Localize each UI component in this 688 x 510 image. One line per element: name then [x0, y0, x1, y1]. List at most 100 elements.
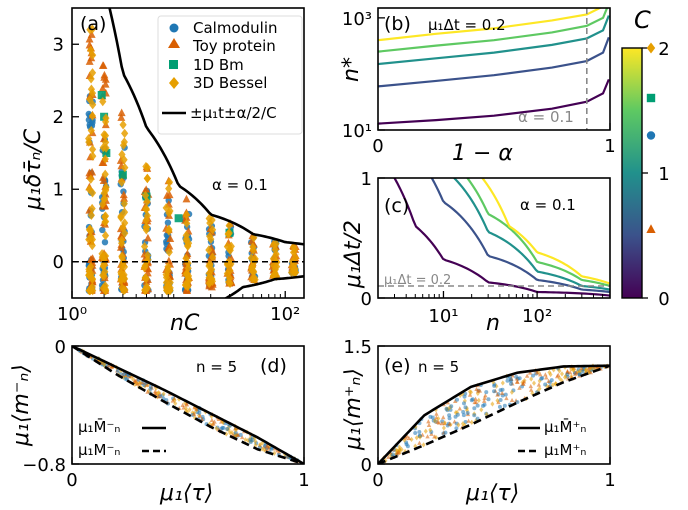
panel-e-point [475, 403, 480, 408]
point-3d-bessel [141, 273, 149, 283]
point-3d-bessel [118, 177, 126, 187]
panel-e-point [386, 454, 391, 459]
panel-e-point [453, 398, 458, 403]
point-3d-bessel [101, 154, 109, 164]
point-3d-bessel [162, 203, 170, 213]
point-toy-protein [164, 256, 173, 265]
point-3d-bessel [101, 212, 109, 222]
panel-e-point [549, 378, 554, 383]
panel-e-scatter [378, 363, 610, 464]
panel-e-point [524, 373, 530, 378]
point-3d-bessel [205, 268, 213, 279]
panel-d-point [180, 402, 185, 407]
panel-e-ytick-label: 0 [361, 455, 372, 476]
point-3d-bessel [119, 120, 127, 130]
panel-e-point [482, 395, 487, 400]
panel-b-line-3 [378, 8, 609, 53]
point-3d-bessel [271, 245, 279, 255]
panel-a-upper-bound [108, 8, 304, 246]
panel-e-point [514, 379, 520, 384]
point-3d-bessel [164, 262, 172, 272]
point-toy-protein [99, 173, 108, 181]
panel-e-point [476, 397, 481, 404]
point-3d-bessel [184, 240, 192, 251]
panel-e-point [456, 422, 461, 428]
panel-d-point [184, 402, 189, 407]
point-3d-bessel [117, 275, 125, 286]
panel-e-point [495, 398, 500, 404]
panel-d-point [221, 425, 226, 430]
panel-b-ylabel: n* [339, 57, 364, 82]
point-toy-protein [85, 34, 94, 43]
panel-e-point [538, 372, 543, 377]
panel-c-line-3 [466, 178, 610, 288]
point-3d-bessel [118, 238, 126, 248]
panel-e-xlabel: μ₁⟨τ⟩ [465, 481, 519, 506]
panel-e-point [443, 430, 448, 435]
panel-c-ticks: 10¹ 10² 0 1 [361, 169, 604, 327]
panel-a: 10⁰ 10² 0 1 2 3 (a) Calmodulin Toy protein 1D… [21, 7, 305, 336]
point-3d-bessel [121, 218, 129, 228]
panel-d-point [177, 396, 182, 402]
panel-d-point [233, 430, 238, 435]
panel-a-xtick-label: 10⁰ [57, 304, 87, 325]
point-3d-bessel [87, 84, 96, 94]
panel-e-point [527, 370, 533, 375]
panel-d-xtick-label: 1 [298, 470, 309, 491]
panel-b-lines [378, 8, 610, 130]
point-3d-bessel [270, 239, 278, 250]
panel-c-xlabel: n [486, 311, 500, 336]
panel-e-xtick-label: 0 [372, 470, 383, 491]
point-3d-bessel [165, 208, 173, 218]
colorbar-gradient [621, 47, 643, 299]
panel-c-xtick-label: 10¹ [428, 306, 458, 327]
panel-e-point [486, 397, 491, 402]
point-3d-bessel [120, 262, 129, 272]
panel-d-point [209, 413, 214, 419]
panel-d-point [252, 435, 257, 441]
panel-d-point [225, 427, 230, 432]
point-3d-bessel [85, 184, 93, 195]
panel-e-point [544, 375, 549, 380]
panel-e-point [466, 418, 471, 423]
panel-e-point [504, 395, 509, 401]
point-calmodulin [164, 219, 172, 226]
panel-b-ytick-label: 10¹ [342, 121, 372, 142]
panel-d-point [260, 440, 265, 446]
panel-e-point [559, 371, 564, 377]
panel-e-point [426, 419, 431, 424]
panel-e-point [463, 419, 468, 424]
panel-e-point [442, 420, 447, 426]
point-3d-bessel [119, 285, 128, 296]
point-3d-bessel [88, 88, 97, 98]
panel-e-point [543, 372, 548, 377]
panel-d-ytick-label: −0.8 [22, 455, 66, 476]
point-3d-bessel [99, 96, 107, 107]
point-3d-bessel [272, 271, 281, 281]
panel-d-point [144, 382, 150, 387]
point-1d-bm [174, 214, 183, 223]
panel-d-ticks: 0 10−0.8 [22, 337, 309, 491]
legend-calmodulin: Calmodulin [193, 19, 278, 37]
point-3d-bessel [88, 144, 97, 155]
panel-e-point [433, 418, 438, 424]
panel-c-alpha: α = 0.1 [520, 196, 576, 214]
point-3d-bessel [223, 268, 231, 279]
panel-e-point [475, 390, 480, 397]
point-3d-bessel [100, 188, 108, 198]
point-3d-bessel [208, 215, 216, 225]
point-toy-protein [117, 108, 126, 117]
panel-e-point [406, 435, 412, 441]
panel-a-ytick-label: 0 [53, 252, 64, 273]
panel-c-line-0 [393, 178, 610, 297]
point-3d-bessel [162, 277, 171, 288]
panel-e-point [397, 447, 402, 453]
point-3d-bessel [102, 137, 110, 148]
panel-e-point [395, 450, 400, 455]
panel-d: 0 10−0.8 (d) n = 5 μ₁M̄⁻ₙ μ₁M⁻ₙ μ₁⟨τ⟩ μ₁⟨… [9, 337, 310, 506]
panel-d-point [209, 417, 215, 422]
point-3d-bessel [86, 226, 95, 236]
panel-e-point [502, 403, 507, 408]
point-3d-bessel [182, 253, 190, 264]
point-3d-bessel [184, 263, 192, 273]
